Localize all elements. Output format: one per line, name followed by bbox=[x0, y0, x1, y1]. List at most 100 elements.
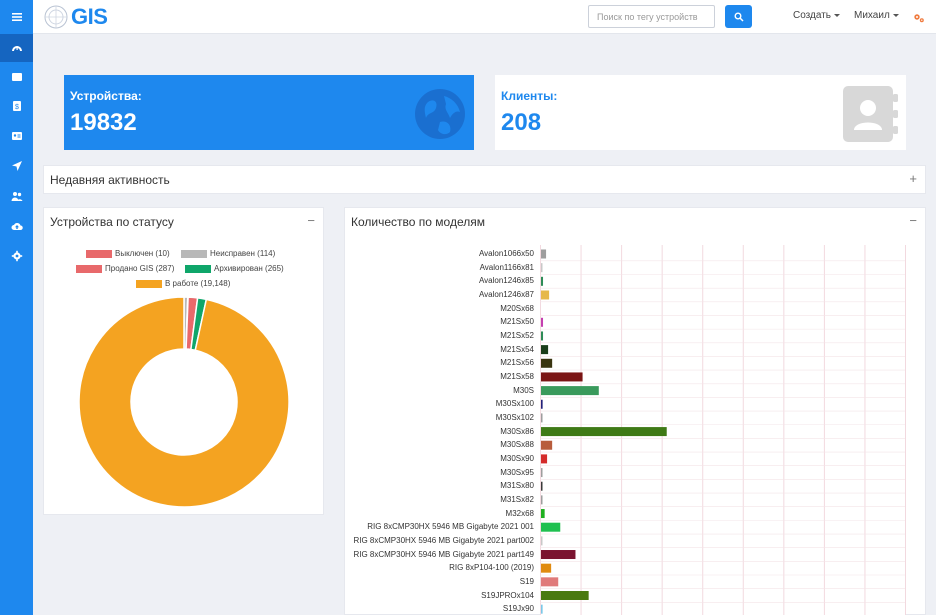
model-label: Avalon1166x81 bbox=[479, 262, 534, 272]
legend-label: Архивирован (265) bbox=[214, 264, 284, 273]
user-menu[interactable]: Михаил bbox=[854, 10, 899, 21]
bar[interactable] bbox=[541, 413, 543, 423]
legend-swatch bbox=[136, 279, 162, 288]
legend-label: Продано GIS (287) bbox=[105, 264, 175, 273]
model-label: M31Sx80 bbox=[500, 481, 534, 491]
bar[interactable] bbox=[541, 522, 561, 532]
search-button[interactable] bbox=[725, 5, 752, 28]
bar[interactable] bbox=[541, 536, 543, 546]
bar[interactable] bbox=[541, 372, 583, 382]
user-menu-label: Михаил bbox=[854, 10, 890, 21]
model-label: RIG 8xCMP30HX 5946 MB Gigabyte 2021 part… bbox=[353, 549, 534, 559]
legend-item[interactable]: Выключен (10) bbox=[86, 249, 170, 258]
model-label: S19Jx90 bbox=[502, 604, 534, 614]
legend-label: В работе (19,148) bbox=[165, 279, 231, 288]
legend-label: Неисправен (114) bbox=[210, 249, 276, 258]
bar[interactable] bbox=[541, 399, 543, 409]
collapse-icon[interactable]: − bbox=[307, 213, 315, 228]
devices-card-value: 19832 bbox=[70, 109, 137, 136]
bar[interactable] bbox=[541, 386, 599, 396]
bar[interactable] bbox=[541, 276, 544, 286]
search-input[interactable] bbox=[588, 5, 715, 28]
model-label: M30Sx88 bbox=[500, 440, 534, 450]
sidebar: $ bbox=[0, 0, 33, 615]
devices-card-label: Устройства: bbox=[70, 89, 142, 103]
device-status-panel: Устройства по статусу − Выключен (10) Не… bbox=[43, 207, 324, 515]
dashboard-icon[interactable] bbox=[0, 34, 33, 62]
svg-text:$: $ bbox=[15, 104, 19, 111]
list-icon[interactable] bbox=[0, 63, 33, 91]
legend-item[interactable]: В работе (19,148) bbox=[136, 279, 230, 288]
model-label: M20Sx68 bbox=[500, 303, 534, 313]
bar[interactable] bbox=[541, 345, 549, 355]
pie-slice[interactable] bbox=[78, 296, 290, 508]
legend-swatch bbox=[86, 249, 112, 258]
legend-label: Выключен (10) bbox=[115, 249, 170, 258]
legend-item[interactable]: Неисправен (114) bbox=[181, 249, 275, 258]
bar[interactable] bbox=[541, 509, 545, 519]
clients-card[interactable]: Клиенты: 208 bbox=[495, 75, 906, 150]
settings-icon[interactable] bbox=[913, 11, 925, 29]
id-card-icon[interactable] bbox=[0, 122, 33, 150]
legend-swatch bbox=[181, 249, 207, 258]
clients-card-label: Клиенты: bbox=[501, 89, 558, 103]
bar[interactable] bbox=[541, 454, 548, 464]
create-menu[interactable]: Создать bbox=[793, 10, 841, 21]
bar[interactable] bbox=[541, 563, 552, 573]
status-donut-chart bbox=[78, 296, 290, 508]
chevron-down-icon bbox=[892, 14, 899, 17]
model-label: M30Sx102 bbox=[495, 412, 534, 422]
bar[interactable] bbox=[541, 358, 553, 368]
bar[interactable] bbox=[541, 495, 543, 505]
clients-card-value: 208 bbox=[501, 109, 542, 136]
devices-card[interactable]: Устройства: 19832 bbox=[64, 75, 474, 150]
logo-text: GIS bbox=[71, 4, 108, 29]
bar[interactable] bbox=[541, 331, 544, 341]
bar[interactable] bbox=[541, 427, 667, 437]
create-menu-label: Создать bbox=[793, 10, 832, 21]
search-icon bbox=[734, 12, 744, 22]
model-label: RIG 8xCMP30HX 5946 MB Gigabyte 2021 001 bbox=[367, 522, 534, 532]
collapse-icon[interactable]: − bbox=[909, 213, 917, 228]
model-label: S19JPROx104 bbox=[481, 590, 534, 600]
models-panel: Количество по моделям − Avalon1066x50 Ava… bbox=[344, 207, 926, 615]
bar[interactable] bbox=[541, 249, 547, 259]
model-label: M30S bbox=[513, 385, 534, 395]
model-label: M21Sx52 bbox=[500, 330, 534, 340]
legend-item[interactable]: Архивирован (265) bbox=[185, 264, 284, 273]
legend-swatch bbox=[185, 264, 211, 273]
model-label: Avalon1246x85 bbox=[478, 276, 534, 286]
users-icon[interactable] bbox=[0, 182, 33, 210]
globe-icon bbox=[415, 89, 465, 139]
logo[interactable]: GIS bbox=[43, 3, 108, 31]
model-label: Avalon1246x87 bbox=[478, 289, 534, 299]
model-label: M21Sx50 bbox=[500, 317, 534, 327]
model-label: Avalon1066x50 bbox=[478, 249, 534, 258]
bar[interactable] bbox=[541, 577, 559, 587]
bar[interactable] bbox=[541, 604, 543, 614]
bar[interactable] bbox=[541, 550, 576, 560]
models-title: Количество по моделям bbox=[351, 215, 485, 229]
bar[interactable] bbox=[541, 481, 543, 491]
location-arrow-icon[interactable] bbox=[0, 152, 33, 180]
menu-icon[interactable] bbox=[0, 3, 33, 31]
legend-swatch bbox=[76, 264, 102, 273]
bar[interactable] bbox=[541, 468, 543, 478]
model-label: M21Sx56 bbox=[500, 358, 534, 368]
expand-icon[interactable]: + bbox=[909, 171, 917, 186]
bar[interactable] bbox=[541, 440, 553, 450]
bar[interactable] bbox=[541, 591, 589, 600]
cloud-upload-icon[interactable] bbox=[0, 212, 33, 240]
model-label: M30Sx90 bbox=[500, 453, 534, 463]
bar[interactable] bbox=[541, 317, 544, 327]
legend-item[interactable]: Продано GIS (287) bbox=[76, 264, 174, 273]
recent-activity-title: Недавняя активность bbox=[50, 173, 170, 187]
recent-activity-panel: Недавняя активность + bbox=[43, 165, 926, 194]
dollar-icon[interactable]: $ bbox=[0, 92, 33, 120]
model-label: M21Sx58 bbox=[500, 371, 534, 381]
top-bar: GIS Создать Михаил bbox=[33, 0, 936, 34]
gear-icon[interactable] bbox=[0, 242, 33, 270]
models-bar-chart bbox=[540, 245, 906, 615]
bar[interactable] bbox=[541, 263, 543, 273]
bar[interactable] bbox=[541, 290, 550, 300]
